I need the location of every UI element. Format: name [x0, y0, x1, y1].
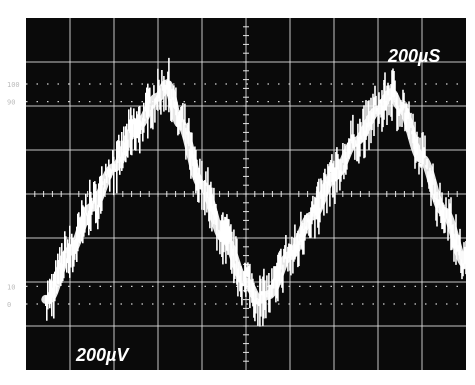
percent-label: 0 [7, 301, 11, 309]
volts-per-div-readout: 200µV [75, 345, 130, 365]
signal-trace [41, 57, 471, 327]
graticule [26, 18, 466, 370]
percent-label: 90 [7, 99, 15, 107]
trace-core [41, 78, 471, 305]
percent-label: 10 [7, 283, 15, 291]
percent-label: 100 [7, 81, 20, 89]
time-per-div-readout: 200µS [387, 46, 440, 66]
